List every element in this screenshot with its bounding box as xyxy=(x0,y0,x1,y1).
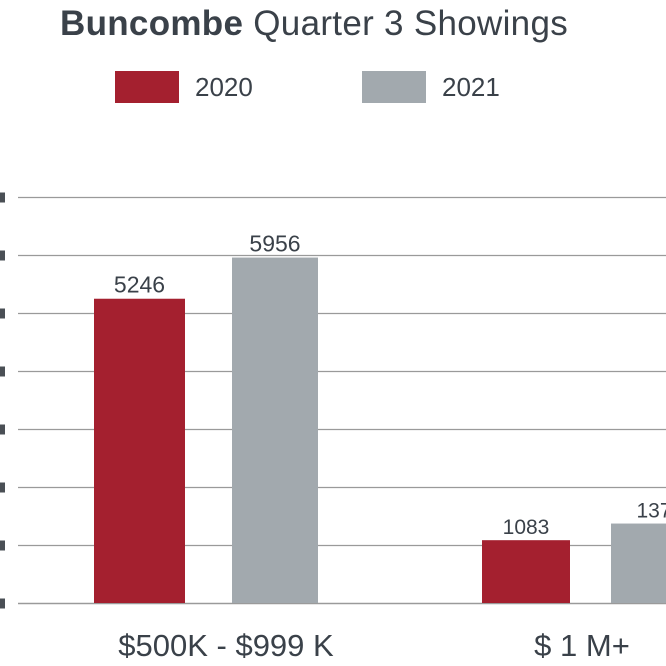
bar-2021-1 xyxy=(611,523,666,603)
y-tick-label-fragment xyxy=(0,250,5,261)
y-tick-label-fragment xyxy=(0,482,5,493)
category-labels: $500K - $999 K $ 1 M+ xyxy=(118,628,630,663)
legend-swatch-2020 xyxy=(115,71,179,103)
legend-label-2021: 2021 xyxy=(442,71,500,102)
y-tick-label-fragment xyxy=(0,366,5,377)
data-label-2021-1: 137 xyxy=(636,500,666,523)
chart-title: Buncombe Quarter 3 Showings xyxy=(60,2,568,46)
legend-swatch-2021 xyxy=(362,71,426,103)
bar-2021-0 xyxy=(232,257,318,603)
legend-label-2020: 2020 xyxy=(195,71,253,102)
bar-2020-0 xyxy=(94,298,185,603)
chart-title-bold: Buncombe xyxy=(60,4,244,43)
bar-2020-1 xyxy=(482,540,570,603)
y-tick-label-fragment xyxy=(0,540,5,551)
y-tick-label-fragment xyxy=(0,308,5,319)
legend-item-2020: 2020 xyxy=(115,70,253,104)
data-label-2020-0: 5246 xyxy=(114,272,165,298)
y-tick-label-fragment xyxy=(0,192,5,203)
data-labels: 5246 1083 5956 137 xyxy=(114,231,666,540)
category-label-1: $ 1 M+ xyxy=(534,628,630,663)
y-tick-label-fragment xyxy=(0,598,5,609)
data-label-2021-0: 5956 xyxy=(249,231,300,257)
y-tick-label-fragment xyxy=(0,424,5,435)
bars xyxy=(94,257,666,603)
legend-item-2021: 2021 xyxy=(362,70,500,104)
category-label-0: $500K - $999 K xyxy=(118,628,334,663)
data-label-2020-1: 1083 xyxy=(503,516,550,539)
chart-title-regular: Quarter 3 Showings xyxy=(253,4,569,43)
